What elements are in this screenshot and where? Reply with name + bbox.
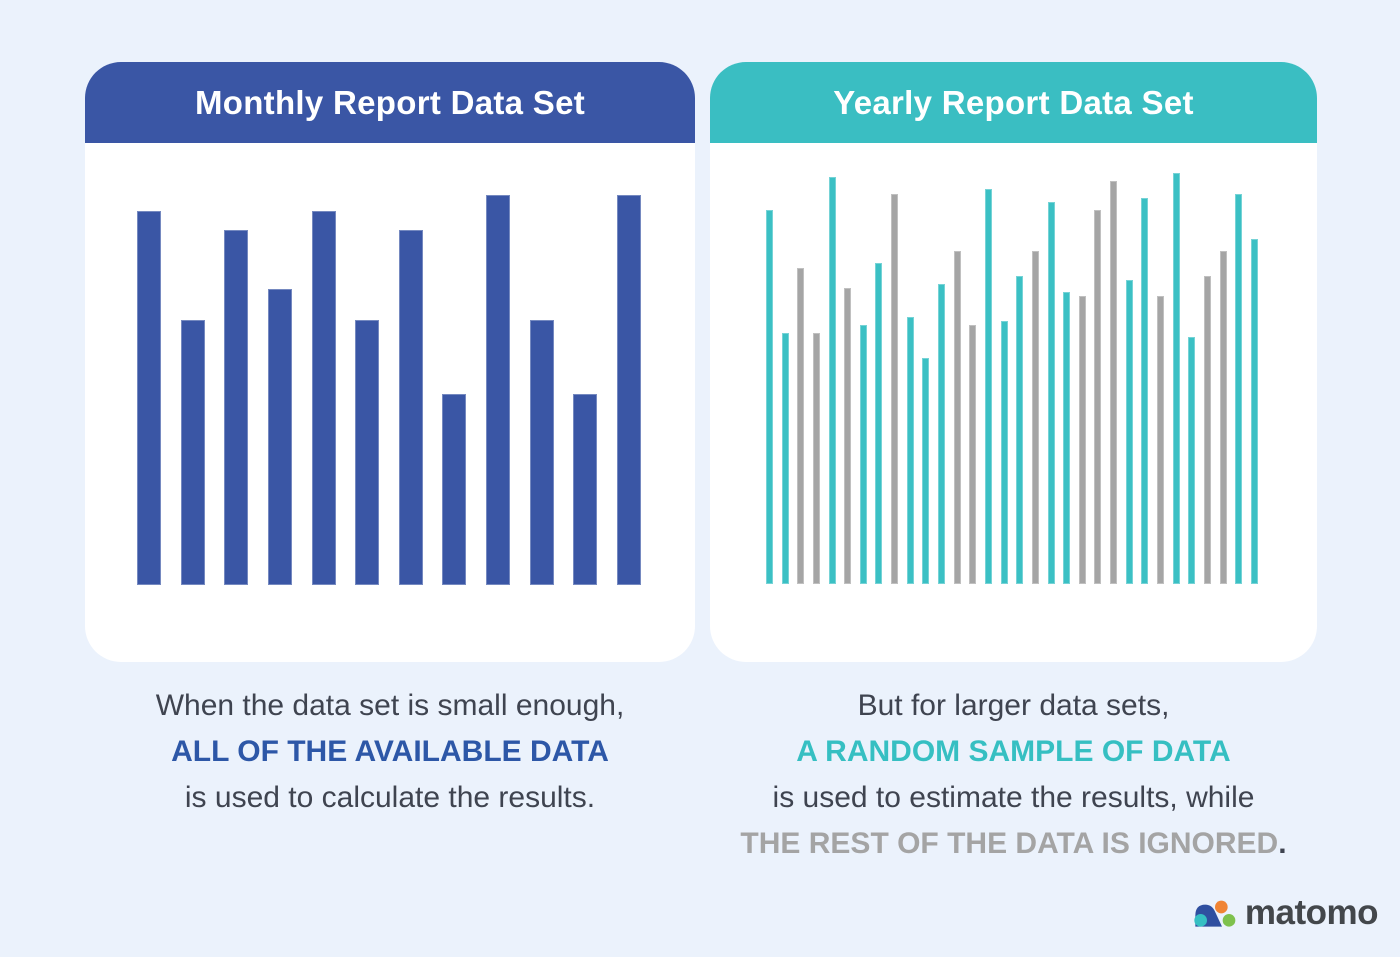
bar-15 [984, 189, 992, 584]
yearly-caption-line3: is used to estimate the results, while [772, 781, 1255, 814]
bar-22 [1094, 210, 1102, 584]
bar-12 [938, 283, 946, 584]
bar-4 [267, 288, 292, 585]
bar-26 [1157, 296, 1165, 584]
bar-12 [616, 195, 641, 585]
matomo-wordmark: matomo [1244, 893, 1379, 932]
bar-29 [1203, 275, 1211, 584]
bar-31 [1235, 193, 1243, 584]
monthly-card-title: Monthly Report Data Set [194, 83, 586, 121]
monthly-caption: When the data set is small enough, ALL O… [85, 683, 695, 821]
bar-8 [442, 393, 467, 585]
monthly-bar-chart [137, 195, 641, 585]
bar-1 [137, 210, 161, 585]
bar-25 [1141, 197, 1149, 584]
bar-14 [969, 325, 977, 584]
bar-4 [812, 333, 820, 584]
yearly-card: Yearly Report Data Set [710, 62, 1317, 662]
bar-5 [828, 177, 836, 584]
bar-28 [1188, 337, 1196, 584]
bar-19 [1047, 201, 1055, 584]
bar-6 [844, 288, 852, 584]
bar-7 [859, 325, 867, 584]
bar-6 [355, 319, 380, 585]
yearly-card-header: Yearly Report Data Set [710, 62, 1317, 143]
yearly-caption: But for larger data sets, A RANDOM SAMPL… [710, 683, 1317, 867]
bar-11 [922, 357, 930, 584]
bar-1 [766, 210, 773, 584]
monthly-card-header: Monthly Report Data Set [85, 62, 695, 143]
bar-23 [1110, 181, 1118, 584]
bar-8 [875, 263, 883, 584]
bar-32 [1250, 238, 1258, 584]
monthly-caption-line1: When the data set is small enough, [155, 689, 625, 722]
matomo-m-icon [1194, 900, 1236, 927]
yearly-caption-line1: But for larger data sets, [857, 689, 1170, 722]
bar-30 [1219, 251, 1227, 584]
bar-3 [797, 267, 805, 584]
bar-10 [906, 316, 914, 584]
yearly-caption-line4: THE REST OF THE DATA IS IGNORED. [710, 821, 1317, 867]
bar-9 [891, 193, 899, 584]
monthly-caption-line3: is used to calculate the results. [184, 781, 596, 814]
matomo-logo: matomo [1194, 893, 1379, 933]
bar-24 [1125, 279, 1133, 584]
bar-11 [573, 393, 598, 585]
bar-17 [1016, 275, 1024, 584]
bar-16 [1000, 320, 1008, 584]
monthly-card: Monthly Report Data Set [85, 62, 695, 662]
bar-21 [1078, 296, 1086, 584]
yearly-caption-muted: THE REST OF THE DATA IS IGNORED [740, 827, 1279, 860]
bar-20 [1063, 292, 1071, 584]
yearly-caption-period: . [1278, 827, 1287, 860]
yearly-caption-highlight: A RANDOM SAMPLE OF DATA [796, 735, 1231, 768]
bar-3 [224, 230, 249, 585]
bar-7 [398, 230, 423, 585]
bar-27 [1172, 173, 1180, 584]
yearly-card-title: Yearly Report Data Set [833, 83, 1194, 121]
monthly-caption-highlight: ALL OF THE AVAILABLE DATA [171, 735, 609, 768]
bar-18 [1031, 251, 1039, 584]
bar-10 [529, 319, 554, 585]
bar-2 [781, 333, 789, 584]
bar-9 [486, 195, 510, 585]
bar-5 [311, 210, 336, 585]
yearly-bar-chart [766, 173, 1258, 584]
bar-13 [953, 251, 961, 584]
bar-2 [180, 319, 205, 585]
